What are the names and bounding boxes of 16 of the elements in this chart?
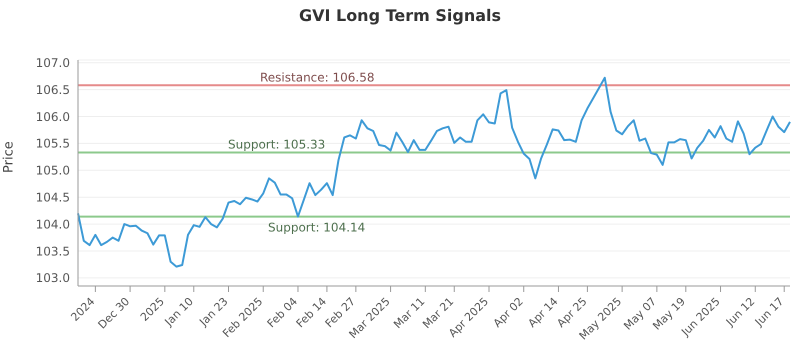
ref-line-label: Support: 105.33	[228, 138, 326, 152]
y-tick-label: 107.0	[36, 56, 70, 70]
y-tick-label: 105.0	[36, 164, 70, 178]
ref-line-label: Resistance: 106.58	[260, 70, 375, 84]
ref-line-label: Support: 104.14	[268, 220, 366, 235]
y-axis-title: Price	[2, 141, 17, 173]
y-tick-label: 105.5	[36, 136, 70, 151]
x-tick-label: Dec 30	[96, 294, 132, 332]
x-tick-label: Apr 02	[490, 294, 526, 330]
y-tick-label: 106.0	[36, 110, 70, 124]
y-tick-label: 104.0	[36, 217, 70, 232]
y-tick-label: 104.5	[36, 190, 70, 204]
y-tick-label: 103.5	[36, 244, 70, 258]
y-tick-label: 103.0	[36, 271, 70, 286]
y-tick-label: 106.5	[36, 82, 70, 97]
chart-title: GVI Long Term Signals	[298, 6, 502, 25]
